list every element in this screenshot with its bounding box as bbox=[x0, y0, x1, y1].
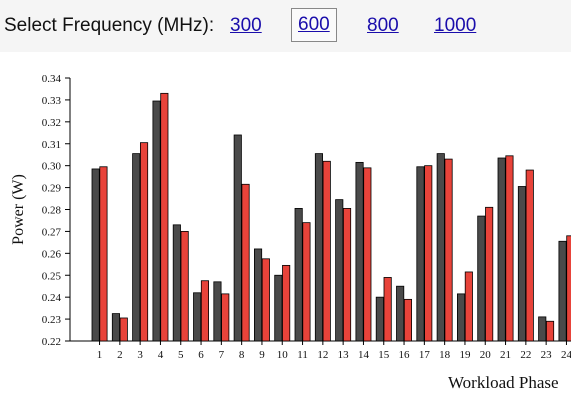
bar bbox=[119, 317, 128, 342]
bar bbox=[375, 296, 384, 342]
x-tick-label: 3 bbox=[137, 349, 143, 361]
y-tick-label: 0.24 bbox=[42, 292, 62, 304]
bar bbox=[200, 280, 210, 342]
x-tick-label: 16 bbox=[399, 349, 411, 361]
y-tick-label: 0.28 bbox=[42, 205, 62, 217]
bar bbox=[111, 313, 121, 342]
bar bbox=[193, 292, 202, 342]
y-tick-label: 0.22 bbox=[42, 336, 61, 348]
x-tick-label: 6 bbox=[198, 349, 204, 361]
bar bbox=[416, 166, 425, 342]
bar bbox=[294, 208, 303, 342]
bar bbox=[403, 298, 412, 342]
x-tick-label: 10 bbox=[277, 349, 289, 361]
x-tick-label: 15 bbox=[378, 349, 390, 361]
x-axis-label: Workload Phase bbox=[448, 373, 559, 392]
x-tick-label: 2 bbox=[117, 349, 123, 361]
x-tick-label: 20 bbox=[480, 349, 492, 361]
bar bbox=[253, 248, 263, 342]
bar bbox=[342, 208, 352, 342]
x-tick-label: 22 bbox=[520, 349, 531, 361]
bar bbox=[424, 165, 433, 342]
x-tick-label: 23 bbox=[541, 349, 553, 361]
bar bbox=[456, 293, 466, 342]
x-tick-label: 17 bbox=[419, 349, 431, 361]
bar bbox=[497, 157, 506, 342]
x-tick-label: 24 bbox=[561, 349, 571, 361]
bar bbox=[546, 320, 555, 342]
bar bbox=[485, 206, 494, 342]
bar bbox=[213, 281, 222, 342]
bar bbox=[566, 235, 571, 342]
frequency-option-300[interactable]: 300 bbox=[230, 15, 262, 36]
bar bbox=[261, 258, 270, 342]
bar bbox=[464, 271, 473, 342]
bar bbox=[355, 161, 364, 342]
y-tick-label: 0.31 bbox=[42, 139, 61, 151]
bar bbox=[221, 293, 230, 342]
x-tick-label: 1 bbox=[97, 349, 103, 361]
bar bbox=[444, 158, 453, 342]
bar bbox=[160, 92, 169, 342]
bar bbox=[152, 100, 161, 342]
y-tick-label: 0.29 bbox=[42, 183, 62, 195]
x-tick-label: 14 bbox=[358, 349, 370, 361]
bar bbox=[91, 168, 100, 342]
bar bbox=[274, 274, 283, 342]
x-tick-label: 9 bbox=[259, 349, 265, 361]
y-tick-label: 0.25 bbox=[42, 270, 62, 282]
frequency-label: Select Frequency (MHz): bbox=[4, 15, 215, 36]
bar bbox=[363, 167, 372, 342]
bar bbox=[172, 224, 181, 342]
y-tick-label: 0.27 bbox=[42, 226, 62, 238]
bar bbox=[282, 264, 291, 342]
x-tick-label: 19 bbox=[459, 349, 471, 361]
y-tick-label: 0.32 bbox=[42, 117, 61, 129]
bar bbox=[383, 277, 392, 342]
y-tick-label: 0.23 bbox=[42, 314, 62, 326]
y-tick-label: 0.34 bbox=[42, 73, 62, 85]
x-tick-label: 7 bbox=[219, 349, 225, 361]
bar bbox=[477, 215, 486, 342]
bar bbox=[302, 222, 311, 342]
bar bbox=[538, 316, 547, 342]
y-tick-label: 0.26 bbox=[42, 248, 62, 260]
frequency-option-800[interactable]: 800 bbox=[367, 15, 399, 36]
x-tick-label: 13 bbox=[338, 349, 350, 361]
x-tick-label: 5 bbox=[178, 349, 184, 361]
power-bar-chart: 0.22 0.23 0.24 0.25 0.26 0.27 0.28 0.29 0.30 0.31… bbox=[10, 73, 571, 392]
bar bbox=[436, 153, 445, 342]
bar bbox=[505, 155, 514, 342]
bar bbox=[517, 186, 526, 342]
bar bbox=[396, 285, 405, 342]
x-tick-label: 8 bbox=[239, 349, 245, 361]
bar bbox=[180, 231, 189, 342]
bar bbox=[335, 199, 344, 342]
bar bbox=[139, 142, 149, 342]
bar bbox=[99, 166, 108, 342]
frequency-option-1000[interactable]: 1000 bbox=[434, 15, 477, 36]
frequency-toolbar: Select Frequency (MHz): 300 600 800 1000 bbox=[0, 0, 571, 52]
bar bbox=[558, 240, 567, 342]
y-tick-label: 0.33 bbox=[42, 95, 62, 107]
bar bbox=[132, 153, 141, 342]
x-tick-label: 12 bbox=[317, 349, 328, 361]
x-tick-label: 4 bbox=[158, 349, 164, 361]
bar bbox=[314, 153, 323, 342]
bar bbox=[241, 183, 250, 342]
bar bbox=[525, 169, 534, 342]
y-tick-label: 0.30 bbox=[42, 161, 62, 173]
x-tick-label: 18 bbox=[439, 349, 451, 361]
bar bbox=[233, 134, 242, 342]
frequency-option-600[interactable]: 600 bbox=[291, 8, 337, 42]
bar bbox=[322, 160, 331, 342]
x-tick-label: 11 bbox=[297, 349, 308, 361]
x-tick-label: 21 bbox=[500, 349, 511, 361]
y-axis-label: Power (W) bbox=[10, 174, 27, 245]
